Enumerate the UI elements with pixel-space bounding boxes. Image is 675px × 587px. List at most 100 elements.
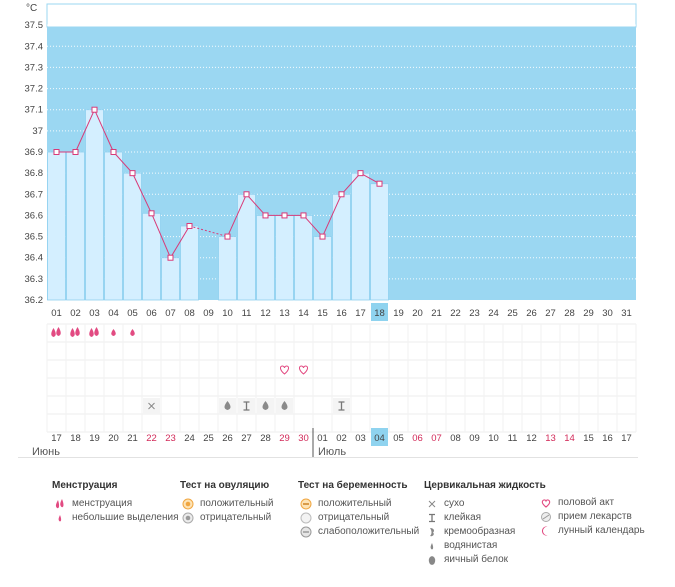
x-tick-label: 31 <box>621 308 632 319</box>
current-date-highlight <box>371 428 388 446</box>
calendar-date-label: 29 <box>279 433 290 444</box>
bbt-chart: °C 36.2 36.3 36.4 36.5 36.6 36.7 36.8 36.9 37 37.1… <box>25 3 637 458</box>
data-point <box>53 149 60 155</box>
x-tick-label: 13 <box>279 308 290 319</box>
legend-title-ovulation: Тест на овуляцию <box>180 480 270 491</box>
series-line <box>303 215 323 237</box>
y-tick-label: 37.4 <box>25 41 44 52</box>
data-point <box>186 223 193 229</box>
calendar-date-label: 21 <box>127 433 138 444</box>
calendar-date-label: 05 <box>393 433 404 444</box>
legend-title-cervical: Цервикальная жидкость <box>424 480 546 491</box>
legend-label-pregnancy-negative: отрицательный <box>318 512 390 523</box>
legend-title-menstruation: Менструация <box>52 480 118 491</box>
x-tick-label: 24 <box>488 308 499 319</box>
x-tick-label: 23 <box>469 308 480 319</box>
pregnancy-weak-icon <box>300 526 312 538</box>
x-tick-label: 09 <box>203 308 214 319</box>
x-tick-label: 08 <box>184 308 195 319</box>
legend-item-sticky: клейкая <box>424 511 546 525</box>
x-tick-label: 28 <box>564 308 575 319</box>
series-line <box>360 172 380 185</box>
legend-item-ovulation-positive: положительный <box>180 497 273 511</box>
legend-label-ovulation-positive: положительный <box>200 498 274 509</box>
data-point <box>129 170 136 177</box>
legend-label-watery: водянистая <box>444 540 498 551</box>
calendar-date-label: 02 <box>336 433 347 444</box>
data-point <box>72 149 79 155</box>
chart-svg: °C 36.2 36.3 36.4 36.5 36.6 36.7 36.8 36.9 37 37.1… <box>25 3 637 458</box>
x-tick-label: 16 <box>336 308 347 319</box>
month-label-july: Июль <box>318 446 347 458</box>
calendar-date-label: 14 <box>564 433 575 444</box>
calendar-date-label: 17 <box>621 433 632 444</box>
pill-icon <box>541 512 551 522</box>
legend-item-pregnancy-negative: отрицательный <box>298 511 419 525</box>
x-tick-label: 02 <box>70 308 81 319</box>
x-tick-label: 11 <box>242 308 252 319</box>
x-tick-label: 20 <box>412 308 423 319</box>
data-point <box>243 191 250 198</box>
y-tick-label: 36.8 <box>25 168 44 179</box>
cross-icon <box>428 500 436 508</box>
x-tick-label: 27 <box>545 308 556 319</box>
x-tick-label: 07 <box>165 308 176 319</box>
moon-icon <box>541 526 548 536</box>
month-label-june: Июнь <box>32 446 60 458</box>
data-point <box>300 212 307 219</box>
legend: Менструация менструация небольшие выделе… <box>0 480 675 580</box>
series-line <box>113 151 133 174</box>
temp-bar <box>85 109 104 301</box>
temp-bar <box>47 151 66 301</box>
menstruation-drop-icon <box>75 327 80 336</box>
x-tick-label: 10 <box>222 308 233 319</box>
y-tick-label: 37.5 <box>25 20 44 31</box>
series-line <box>75 109 95 153</box>
calendar-date-label: 12 <box>526 433 537 444</box>
legend-menstruation: Менструация менструация небольшие выделе… <box>52 480 179 525</box>
x-tick-label: 12 <box>260 308 271 319</box>
legend-label-pregnancy-weak: слабоположительный <box>318 526 420 537</box>
calendar-date-label: 24 <box>184 433 195 444</box>
temp-bar <box>161 257 180 301</box>
unit-label: °C <box>26 3 37 14</box>
legend-item-watery: водянистая <box>424 539 546 553</box>
temp-bar <box>256 215 275 301</box>
legend-label-egg-white: яичный белок <box>444 554 509 565</box>
calendar-date-label: 20 <box>108 433 119 444</box>
x-tick-label: 18 <box>374 308 385 319</box>
legend-pregnancy: Тест на беременность положительный отриц… <box>298 480 419 539</box>
legend-label-intercourse: половой акт <box>558 497 615 508</box>
calendar-date-label: 23 <box>165 433 176 444</box>
series-line <box>170 225 190 258</box>
temp-bar <box>351 172 370 301</box>
menstruation-drop-icon <box>94 327 99 336</box>
legend-label-creamy: кремообразная <box>444 526 516 537</box>
data-point <box>91 106 98 113</box>
legend-label-spotting: небольшие выделения <box>72 512 179 523</box>
legend-label-dry: сухо <box>444 498 465 509</box>
series-line <box>151 213 171 258</box>
calendar-date-label: 10 <box>488 433 499 444</box>
spotting-drop-icon <box>130 329 135 336</box>
x-tick-label: 29 <box>583 308 594 319</box>
legend-label-menstruation: менструация <box>72 498 133 509</box>
x-tick-label: 06 <box>146 308 157 319</box>
calendar-date-label: 08 <box>450 433 461 444</box>
legend-label-sticky: клейкая <box>444 512 482 523</box>
calendar-date-label: 17 <box>51 433 62 444</box>
creamy-icon <box>430 528 434 537</box>
calendar-date-label: 18 <box>70 433 81 444</box>
temp-bar <box>142 212 161 301</box>
heart-icon <box>541 499 551 508</box>
y-tick-label: 37.1 <box>25 105 44 116</box>
temp-bar <box>237 193 256 301</box>
series-line <box>341 172 361 195</box>
calendar-date-label: 30 <box>298 433 309 444</box>
temp-bar <box>66 151 85 301</box>
x-tick-label: 04 <box>108 308 119 319</box>
watery-drop-icon <box>430 543 434 550</box>
temp-bar <box>123 172 142 301</box>
x-tick-label: 05 <box>127 308 138 319</box>
calendar-date-label: 26 <box>222 433 233 444</box>
